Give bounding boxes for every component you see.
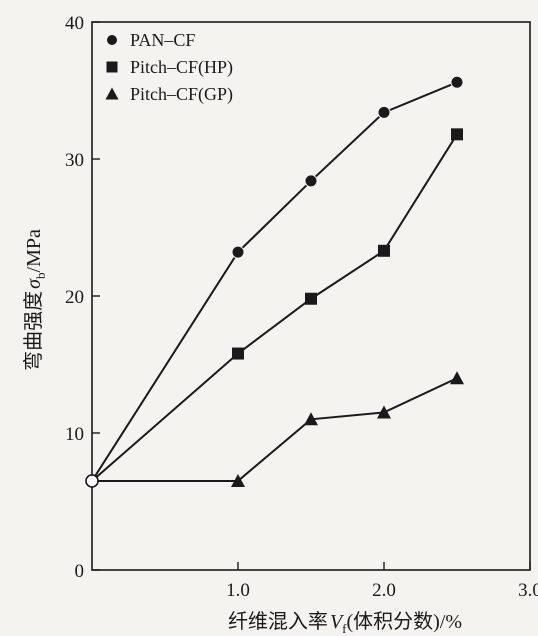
series-0 xyxy=(91,75,464,482)
x-tick-label-1.0: 1.0 xyxy=(226,580,250,601)
series-2-point-3 xyxy=(377,405,391,419)
series-2-point-4 xyxy=(450,371,464,385)
series-0-point-4 xyxy=(450,75,464,89)
legend: PAN–CF Pitch–CF(HP) Pitch–CF(GP) xyxy=(105,30,233,105)
series-line-0 xyxy=(91,81,458,482)
series-0-point-2 xyxy=(304,174,318,188)
legend-label-2: Pitch–CF(GP) xyxy=(130,84,233,105)
series-2-point-2 xyxy=(304,412,318,426)
series-layer xyxy=(85,75,464,488)
series-2 xyxy=(92,371,464,487)
y-tick-label-20: 20 xyxy=(65,287,84,308)
x-tick-label-3.0: 3.0 xyxy=(518,580,538,601)
legend-marker-0 xyxy=(106,34,118,46)
series-0-point-3 xyxy=(377,105,391,119)
legend-label-1: Pitch–CF(HP) xyxy=(130,57,233,78)
axes: 0 10 20 30 40 1.0 2.0 3.0 xyxy=(65,13,538,601)
y-tick-label-30: 30 xyxy=(65,150,84,171)
y-tick-label-40: 40 xyxy=(65,13,84,34)
legend-marker-2 xyxy=(105,87,119,100)
series-1-point-2 xyxy=(305,292,317,305)
series-0-point-1 xyxy=(231,245,245,259)
origin-point xyxy=(85,474,99,488)
series-1 xyxy=(91,128,463,482)
series-2-point-1 xyxy=(231,473,245,487)
series-1-point-3 xyxy=(378,244,390,257)
series-line-1 xyxy=(91,133,458,482)
y-axis-label: 弯曲强度σb/MPa xyxy=(22,229,48,371)
x-tick-label-2.0: 2.0 xyxy=(372,580,396,601)
y-tick-label-10: 10 xyxy=(65,424,84,445)
series-1-point-1 xyxy=(232,347,244,360)
legend-marker-1 xyxy=(106,61,118,73)
y-tick-label-0: 0 xyxy=(75,561,85,582)
legend-label-0: PAN–CF xyxy=(130,30,195,50)
series-1-point-4 xyxy=(451,128,463,141)
x-axis-label: 纤维混入率 Vf(体积分数)/% xyxy=(228,610,462,636)
